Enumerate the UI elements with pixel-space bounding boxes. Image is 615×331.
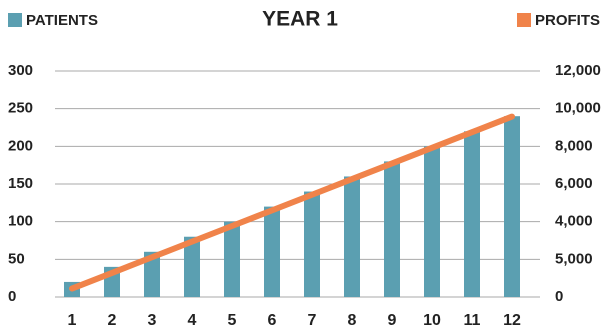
- legend-label: PROFITS: [535, 12, 600, 29]
- legend-label: PATIENTS: [26, 12, 98, 29]
- x-tick-label: 2: [108, 312, 117, 329]
- y-tick-label: 100: [8, 213, 33, 230]
- x-tick-label: 8: [348, 312, 357, 329]
- bar: [144, 251, 160, 297]
- legend-swatch: [517, 13, 531, 27]
- bar: [504, 116, 520, 297]
- bar: [184, 236, 200, 297]
- bar: [344, 176, 360, 297]
- y-tick-label: 150: [8, 175, 33, 192]
- x-tick-label: 4: [188, 312, 197, 329]
- x-tick-label: 11: [464, 312, 481, 329]
- x-tick-label: 1: [68, 312, 77, 329]
- bar: [304, 191, 320, 297]
- bar: [384, 161, 400, 297]
- x-tick-label: 5: [228, 312, 237, 329]
- y-tick-label: 200: [8, 137, 33, 154]
- chart-title: YEAR 1: [262, 8, 338, 31]
- x-tick-label: 9: [388, 312, 397, 329]
- x-tick-label: 12: [503, 312, 521, 329]
- y-tick-label: 50: [8, 250, 25, 267]
- y-tick-label: 250: [8, 100, 33, 117]
- y2-tick-label: 12,000: [555, 62, 601, 79]
- bar: [224, 221, 240, 297]
- x-tick-label: 10: [423, 312, 441, 329]
- y2-tick-label: 6,000: [555, 175, 593, 192]
- y2-tick-label: 8,000: [555, 137, 593, 154]
- y-tick-label: 300: [8, 62, 33, 79]
- y2-tick-label: 5,000: [555, 250, 593, 267]
- legend-swatch: [8, 13, 22, 27]
- bar: [464, 131, 480, 297]
- y2-tick-label: 4,000: [555, 213, 593, 230]
- x-tick-label: 3: [148, 312, 157, 329]
- x-tick-label: 7: [308, 312, 317, 329]
- y2-tick-label: 10,000: [555, 100, 601, 117]
- x-tick-label: 6: [268, 312, 277, 329]
- profit-line: [69, 113, 515, 292]
- bar: [424, 146, 440, 297]
- y2-tick-label: 0: [555, 288, 563, 305]
- y-tick-label: 0: [8, 288, 16, 305]
- bar: [264, 206, 280, 297]
